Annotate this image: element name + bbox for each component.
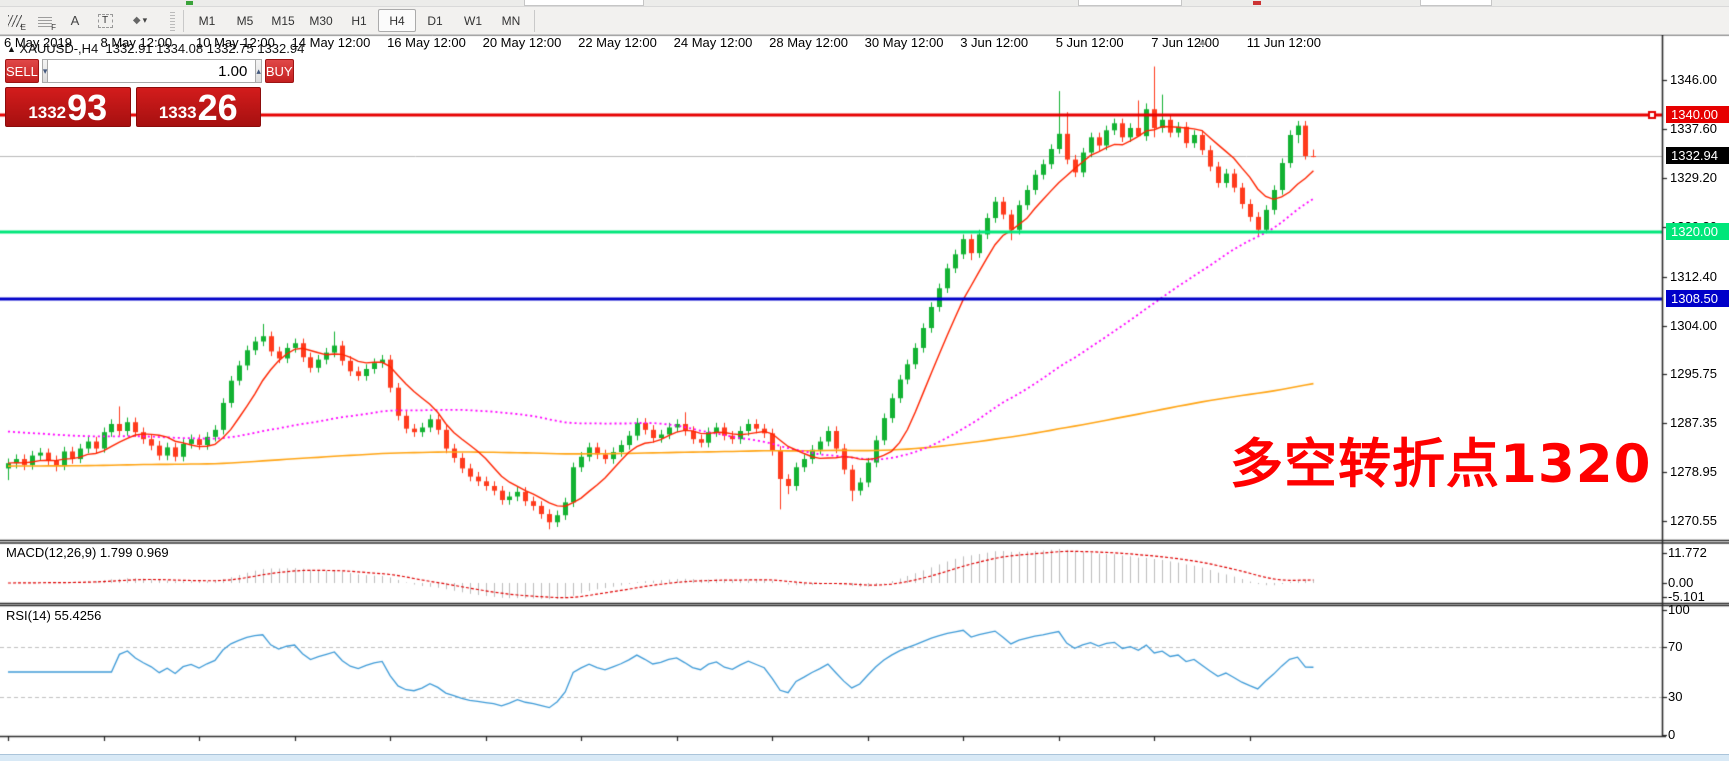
timeframe-group: M1 M5 M15 M30 H1 H4 D1 W1 MN <box>188 9 530 32</box>
text-label-button[interactable]: T <box>91 9 119 33</box>
price-axis-tick: 1270.55 <box>1670 513 1717 529</box>
timeframe-button-MN[interactable]: MN <box>501 13 521 28</box>
rsi-axis-tick: 0 <box>1668 726 1676 742</box>
date-axis-label: 5 Jun 12:00 <box>1055 35 1124 50</box>
date-axis-label: 20 May 12:00 <box>482 35 562 50</box>
date-axis-label: 10 May 12:00 <box>196 35 275 50</box>
date-axis-label: 14 May 12:00 <box>291 35 371 50</box>
fibonacci-retracement-button[interactable]: F <box>31 9 59 33</box>
status-strip <box>0 754 1729 761</box>
buy-price-button[interactable]: 1333 26 <box>135 87 261 129</box>
buy-price-big: 26 <box>197 87 238 129</box>
timeframe-button-H1[interactable]: H1 <box>351 13 367 28</box>
volume-increase-button[interactable]: ▴ <box>255 59 262 83</box>
date-axis-label: 24 May 12:00 <box>673 35 753 50</box>
caret-down-icon: ▾ <box>42 65 48 76</box>
expand-icon[interactable]: ▲ <box>7 44 16 54</box>
date-axis-label: 11 Jun 12:00 <box>1246 35 1321 50</box>
volume-input[interactable] <box>48 59 256 83</box>
price-axis-tick: 1287.35 <box>1670 415 1717 431</box>
timeframe-button-W1[interactable]: W1 <box>464 13 482 28</box>
price-axis-tick: 1312.40 <box>1670 268 1717 284</box>
tool-sub-label: E <box>20 22 26 32</box>
arrow-tools-icon: ◆ <box>132 15 141 26</box>
date-axis-label: 30 May 12:00 <box>864 35 944 50</box>
one-click-trading-panel: SELL ▾ ▴ BUY 1332 93 1333 26 <box>5 59 294 129</box>
macd-indicator-label: MACD(12,26,9) 1.799 0.969 <box>6 545 169 560</box>
timeframe-button-M1[interactable]: M1 <box>198 13 216 28</box>
tool-sub-label: F <box>51 22 56 32</box>
caret-up-icon: ▴ <box>256 65 261 76</box>
text-tool-icon: A <box>70 13 80 28</box>
sell-button[interactable]: SELL <box>5 59 39 83</box>
rsi-indicator-label: RSI(14) 55.4256 <box>6 608 102 623</box>
buy-button[interactable]: BUY <box>264 59 294 83</box>
price-axis-tick: 1346.00 <box>1670 72 1717 87</box>
date-axis-label: 16 May 12:00 <box>387 35 466 50</box>
chart-ohlc-header: ▲ XAUUSD-,H4 1332.91 1334.08 1332.75 133… <box>7 41 304 56</box>
cutoff-field <box>1078 0 1182 6</box>
timeframe-button-M5[interactable]: M5 <box>236 13 254 28</box>
equidistant-channel-button[interactable]: E <box>1 9 29 33</box>
price-axis-tick: 1329.20 <box>1670 170 1717 186</box>
timeframe-button-M15[interactable]: M15 <box>271 13 295 28</box>
chart-area: ▲ XAUUSD-,H4 1332.91 1334.08 1332.75 133… <box>0 35 1729 761</box>
timeframe-button-H4[interactable]: H4 <box>378 9 416 32</box>
price-badge-1320.00: 1320.00 <box>1666 223 1729 241</box>
price-badge-1340.00: 1340.00 <box>1666 106 1729 124</box>
sell-price-button[interactable]: 1332 93 <box>5 87 131 127</box>
sell-price-big: 93 <box>67 87 108 129</box>
cutoff-field <box>1420 0 1492 6</box>
fibonacci-icon <box>38 14 52 27</box>
date-axis-label: 6 May 2019 <box>4 35 72 50</box>
price-axis-tick: 1278.95 <box>1670 464 1717 480</box>
timeframe-button-M30[interactable]: M30 <box>309 13 333 28</box>
text-tool-button[interactable]: A <box>61 9 89 33</box>
drawing-toolbar: E F A T ◆ ▾ M1 M5 M15 M30 H1 H4 D1 W1 MN <box>0 7 1729 35</box>
toolbar-separator <box>534 9 535 32</box>
date-axis-label: 3 Jun 12:00 <box>960 35 1029 50</box>
chart-annotation-text: 多空转折点1320 <box>1230 434 1652 495</box>
symbol-label: XAUUSD-,H4 <box>19 41 99 56</box>
arrow-tools-button[interactable]: ◆ ▾ <box>121 9 159 33</box>
buy-price-small: 1333 <box>158 103 197 122</box>
macd-axis-tick: 0.00 <box>1668 575 1694 590</box>
rsi-axis-tick: 100 <box>1668 601 1690 617</box>
date-axis-label: 8 May 12:00 <box>100 35 173 50</box>
chevron-down-icon: ▾ <box>142 15 148 25</box>
date-axis-label: 22 May 12:00 <box>578 35 657 50</box>
cutoff-icon <box>186 1 193 5</box>
equidistant-channel-icon <box>8 14 22 27</box>
price-axis-tick: 1304.00 <box>1670 317 1717 333</box>
cutoff-field <box>524 0 644 6</box>
price-axis-tick: 1295.75 <box>1670 365 1717 381</box>
rsi-axis-tick: 30 <box>1668 689 1683 704</box>
price-chart-canvas[interactable] <box>0 35 1729 761</box>
date-axis-label: 28 May 12:00 <box>769 35 848 50</box>
cutoff-icon <box>1253 1 1261 5</box>
macd-axis-tick: -5.101 <box>1668 589 1705 604</box>
timeframe-button-D1[interactable]: D1 <box>427 13 443 28</box>
chart-shift-marker[interactable]: ▲ <box>1197 36 1208 48</box>
rsi-axis-tick: 70 <box>1668 639 1683 654</box>
sell-price-small: 1332 <box>28 103 67 122</box>
toolbar-grip[interactable] <box>170 10 175 31</box>
price-axis-tick: 1337.60 <box>1670 121 1717 137</box>
macd-axis-tick: 11.772 <box>1668 545 1707 560</box>
text-label-icon: T <box>97 13 113 28</box>
price-badge-1332.94: 1332.94 <box>1666 147 1729 165</box>
cutoff-toolbar-row <box>0 0 1729 7</box>
date-axis-label: 7 Jun 12:00 <box>1151 35 1220 50</box>
ohlc-values: 1332.91 1334.08 1332.75 1332.94 <box>105 41 305 56</box>
price-badge-1308.50: 1308.50 <box>1666 290 1729 308</box>
volume-decrease-button[interactable]: ▾ <box>41 59 49 83</box>
toolbar-separator <box>183 9 184 32</box>
